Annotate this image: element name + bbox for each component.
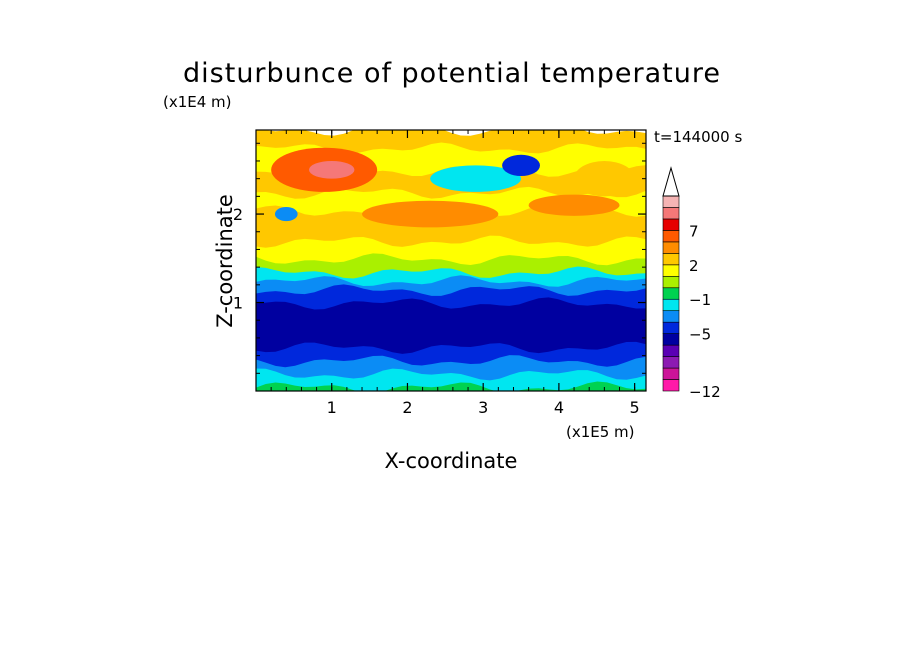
contour-feature: [502, 154, 540, 177]
contour-feature: [274, 206, 298, 222]
colorbar-cell: [662, 264, 680, 277]
colorbar-cell: [662, 253, 680, 266]
y-axis-multiplier: (x1E4 m): [163, 93, 232, 111]
y-tick-label: 2: [233, 205, 243, 224]
colorbar-cell: [662, 344, 680, 357]
colorbar-label: 2: [689, 257, 699, 275]
colorbar-cell: [662, 241, 680, 254]
colorbar-cell: [662, 218, 680, 231]
colorbar-cell: [662, 333, 680, 346]
colorbar-cell: [662, 310, 680, 323]
colorbar-cell: [662, 195, 680, 208]
colorbar-cell: [662, 321, 680, 334]
colorbar-cell: [662, 298, 680, 312]
contour-band: [256, 296, 646, 332]
colorbar-label: −5: [689, 326, 711, 344]
contour-band: [256, 130, 646, 154]
x-tick-label: 2: [402, 398, 412, 417]
x-tick-label: 4: [554, 398, 564, 417]
contour-feature: [309, 160, 355, 179]
x-tick-label: 5: [630, 398, 640, 417]
plot-frame: [255, 129, 647, 392]
contour-band: [256, 318, 646, 354]
contour-feature: [430, 165, 522, 192]
contour-band: [256, 274, 646, 296]
chart-title: disturbunce of potential temperature: [183, 58, 721, 89]
colorbar-cell: [662, 287, 680, 300]
x-axis-multiplier: (x1E5 m): [566, 423, 635, 441]
contour-feature: [362, 200, 499, 228]
contour-feature: [528, 194, 620, 216]
contour-band: [256, 354, 646, 381]
contour-band: [256, 265, 646, 287]
colorbar-label: 7: [689, 222, 699, 240]
contour-feature: [574, 160, 635, 197]
colorbar-cell: [662, 356, 680, 369]
x-tick-label: 1: [327, 398, 337, 417]
colorbar-cell: [662, 367, 680, 380]
x-tick-label: 3: [478, 398, 488, 417]
time-label: t=144000 s: [654, 128, 743, 146]
contour-band: [256, 367, 646, 391]
colorbar-cell: [662, 207, 680, 220]
x-axis-label: X-coordinate: [384, 449, 518, 473]
colorbar-label: −1: [689, 291, 711, 309]
contour-band: [256, 221, 646, 248]
contour-band: [256, 185, 646, 217]
colorbar-cell: [662, 275, 680, 289]
contour-band: [256, 340, 646, 368]
y-tick-label: 1: [233, 294, 243, 313]
colorbar-cell: [662, 379, 680, 392]
contour-field: [256, 130, 646, 391]
colorbar-extend-arrow: [662, 166, 680, 197]
colorbar-cell: [662, 230, 680, 243]
colorbar-label: −12: [689, 383, 721, 401]
